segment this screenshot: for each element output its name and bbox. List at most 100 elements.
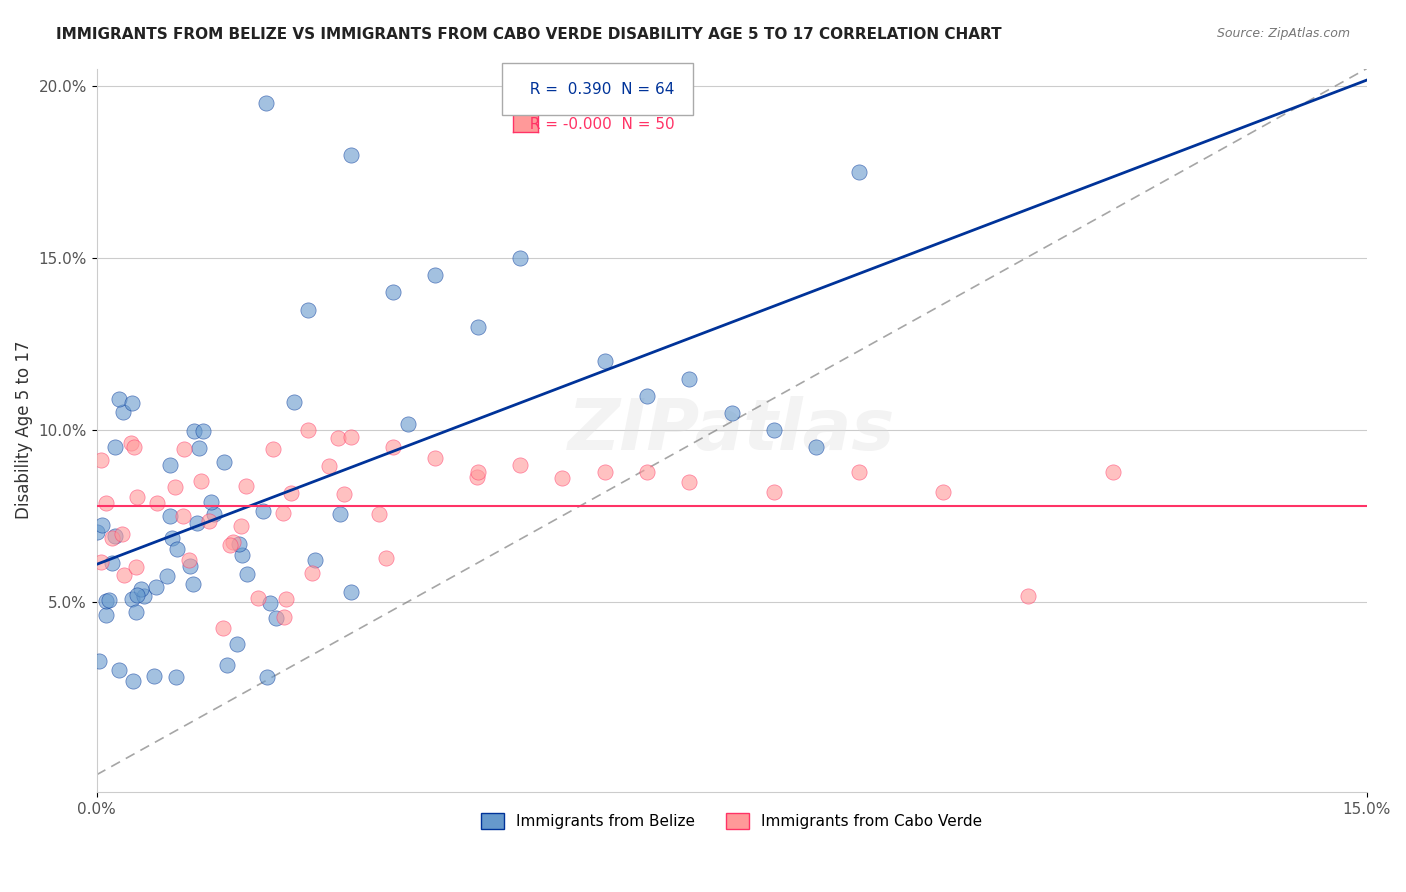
Point: [212, 621, 235, 635]
Point: [231, 519, 253, 533]
Point: [122, 441, 145, 455]
Point: [848, 465, 870, 479]
Point: [636, 389, 658, 403]
Point: [467, 465, 489, 479]
Point: [339, 430, 361, 444]
Point: [96, 593, 118, 607]
Point: [339, 147, 361, 161]
Point: [264, 611, 287, 625]
Point: [465, 469, 488, 483]
Text: R =  0.390  N = 64: R = 0.390 N = 64: [520, 82, 675, 96]
Point: [301, 566, 323, 581]
Point: [333, 487, 356, 501]
Point: [763, 423, 786, 437]
Point: [121, 395, 143, 409]
Point: [222, 534, 245, 549]
Point: [165, 670, 187, 684]
Point: [90, 555, 112, 569]
Point: [125, 559, 148, 574]
Point: [193, 425, 215, 439]
Point: [134, 590, 156, 604]
Point: [254, 95, 277, 110]
Point: [159, 508, 181, 523]
Point: [125, 490, 148, 504]
Point: [125, 605, 148, 619]
Point: [806, 441, 828, 455]
Point: [165, 480, 187, 494]
Point: [425, 268, 447, 283]
Point: [283, 395, 305, 409]
Point: [339, 584, 361, 599]
Point: [382, 285, 405, 300]
Point: [763, 485, 786, 500]
Point: [259, 596, 281, 610]
Point: [87, 654, 110, 668]
Point: [111, 527, 134, 541]
Point: [156, 569, 179, 583]
Point: [318, 459, 340, 474]
Point: [252, 504, 274, 518]
Point: [212, 455, 235, 469]
Point: [636, 465, 658, 479]
Point: [276, 592, 298, 607]
Text: R = -0.000  N = 50: R = -0.000 N = 50: [520, 118, 675, 132]
Point: [235, 479, 257, 493]
Point: [97, 592, 120, 607]
Text: IMMIGRANTS FROM BELIZE VS IMMIGRANTS FROM CABO VERDE DISABILITY AGE 5 TO 17 CORR: IMMIGRANTS FROM BELIZE VS IMMIGRANTS FRO…: [56, 27, 1002, 42]
Point: [228, 536, 250, 550]
Point: [678, 371, 700, 385]
Point: [160, 531, 183, 545]
Point: [932, 485, 955, 500]
Point: [104, 440, 127, 454]
Point: [509, 458, 531, 472]
Point: [90, 518, 112, 533]
Legend: Immigrants from Belize, Immigrants from Cabo Verde: Immigrants from Belize, Immigrants from …: [475, 806, 988, 835]
Point: [181, 577, 204, 591]
Point: [172, 509, 194, 524]
Point: [198, 514, 221, 528]
Point: [94, 495, 117, 509]
Text: ZIPatlas: ZIPatlas: [568, 396, 896, 465]
Point: [593, 354, 616, 368]
Point: [297, 302, 319, 317]
Point: [202, 507, 225, 521]
Point: [246, 591, 269, 605]
Point: [467, 319, 489, 334]
Point: [94, 607, 117, 622]
Point: [678, 475, 700, 489]
Point: [121, 592, 143, 607]
Point: [215, 658, 238, 673]
Point: [375, 550, 398, 565]
Point: [425, 450, 447, 465]
Point: [226, 637, 249, 651]
Text: Source: ZipAtlas.com: Source: ZipAtlas.com: [1216, 27, 1350, 40]
Point: [200, 495, 222, 509]
Point: [122, 674, 145, 689]
Point: [86, 525, 108, 540]
Point: [143, 669, 166, 683]
Point: [104, 529, 127, 543]
Point: [101, 532, 124, 546]
Point: [186, 516, 208, 530]
Point: [1017, 589, 1039, 603]
Point: [256, 670, 278, 684]
Point: [145, 580, 167, 594]
Point: [101, 556, 124, 570]
Point: [125, 589, 148, 603]
Point: [280, 485, 302, 500]
Point: [159, 458, 181, 472]
Point: [166, 542, 188, 557]
Point: [108, 392, 131, 407]
Point: [509, 251, 531, 265]
Point: [111, 405, 134, 419]
Point: [329, 507, 352, 521]
Point: [367, 507, 389, 521]
Point: [108, 663, 131, 677]
Point: [179, 553, 201, 567]
Point: [129, 582, 152, 596]
Point: [1101, 465, 1123, 479]
Point: [297, 423, 319, 437]
Point: [219, 538, 242, 552]
Point: [187, 441, 209, 455]
Point: [146, 495, 169, 509]
